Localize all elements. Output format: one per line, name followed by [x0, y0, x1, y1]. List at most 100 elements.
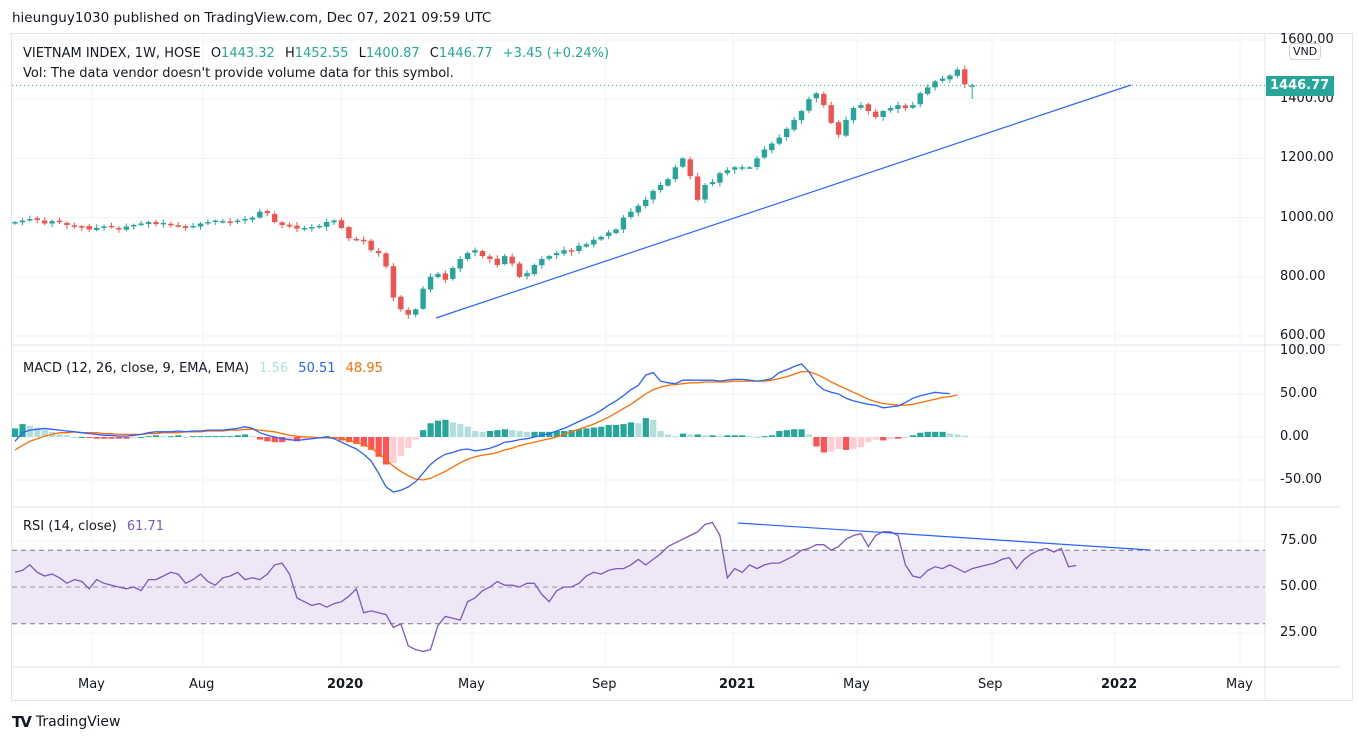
macd-histogram-bar: [71, 437, 78, 438]
candle-up: [234, 220, 241, 223]
time-tick-label: Aug: [189, 677, 215, 692]
candle-down: [962, 69, 968, 85]
macd-label: MACD (12, 26, close, 9, EMA, EMA): [23, 361, 250, 376]
macd-histogram-bar: [442, 419, 449, 437]
macd-histogram-bar: [360, 437, 367, 447]
macd-histogram-bar: [308, 437, 315, 439]
macd-histogram-bar: [93, 437, 100, 439]
candle-down: [687, 159, 693, 177]
candle-down: [346, 227, 352, 239]
macd-histogram-bar: [383, 437, 390, 465]
candle-up: [145, 222, 152, 225]
macd-histogram-bar: [405, 437, 412, 449]
macd-histogram-bar: [457, 424, 464, 437]
price-tick-label: 1200.00: [1280, 150, 1334, 166]
volume-note: Vol: The data vendor doesn't provide vol…: [23, 66, 454, 81]
candle-down: [116, 227, 122, 230]
candle-down: [405, 309, 411, 315]
macd-line-value: 50.51: [298, 361, 336, 376]
candle-up: [205, 222, 211, 224]
currency-badge[interactable]: VND: [1289, 43, 1322, 60]
macd-histogram-bar: [26, 425, 34, 437]
macd-histogram-bar: [716, 436, 724, 438]
last-price-tag: 1446.77: [1266, 76, 1334, 96]
macd-histogram-bar: [946, 433, 954, 437]
macd-histogram-bar: [820, 437, 827, 453]
macd-histogram-bar: [368, 437, 375, 450]
macd-histogram-bar: [590, 427, 597, 437]
macd-histogram-bar: [672, 436, 679, 438]
macd-histogram-bar: [887, 437, 894, 439]
candle-down: [479, 251, 486, 257]
candle-up: [316, 225, 322, 228]
macd-histogram-bar: [271, 437, 278, 443]
candle-up: [435, 273, 441, 278]
candle-down: [294, 225, 300, 229]
candle-up: [212, 220, 219, 223]
candle-up: [709, 182, 716, 185]
candle-down: [828, 105, 834, 123]
candle-up: [917, 93, 923, 105]
change-value: +3.45 (+0.24%): [502, 46, 610, 61]
candle-up: [301, 227, 308, 230]
time-tick-label: Sep: [978, 677, 1003, 692]
candle-up: [531, 264, 538, 275]
rsi-tick-label: 50.00: [1280, 579, 1318, 594]
macd-histogram-bar: [212, 436, 219, 438]
macd-histogram-bar: [78, 437, 85, 438]
macd-histogram-bar: [464, 426, 471, 437]
time-tick-label: 2022: [1101, 677, 1138, 692]
candle-up: [123, 226, 129, 230]
macd-legend: MACD (12, 26, close, 9, EMA, EMA) 1.56 5…: [23, 361, 389, 376]
macd-histogram-bar: [857, 437, 865, 448]
macd-tick-label: 0.00: [1280, 429, 1309, 444]
candle-up: [754, 158, 760, 167]
candle-up: [620, 217, 627, 230]
macd-histogram-bar: [345, 437, 353, 443]
candle-up: [323, 222, 330, 227]
time-tick-label: 2021: [719, 677, 756, 692]
macd-histogram-bar: [813, 437, 820, 447]
macd-histogram-bar: [746, 436, 753, 438]
macd-histogram-bar: [932, 431, 939, 437]
candle-up: [138, 223, 144, 226]
candle-down: [175, 225, 181, 227]
candle-down: [168, 223, 174, 226]
price-tick-label: 800.00: [1280, 268, 1326, 284]
macd-histogram-bar: [34, 427, 41, 437]
rsi-value: 61.71: [126, 519, 165, 534]
macd-histogram-bar: [575, 429, 583, 437]
candle-up: [546, 256, 552, 259]
candle-up: [628, 211, 634, 218]
candle-up: [672, 167, 679, 180]
candle-up: [27, 219, 33, 221]
candle-up: [806, 99, 812, 111]
macd-histogram-bar: [353, 437, 360, 444]
macd-histogram-bar: [434, 420, 442, 437]
macd-histogram-bar: [494, 430, 501, 437]
candle-up: [724, 170, 731, 174]
rsi-tick-label: 25.00: [1280, 625, 1318, 640]
time-tick-label: May: [843, 677, 870, 692]
candle-down: [64, 222, 70, 225]
macd-histogram-bar: [152, 435, 160, 437]
candle-up: [717, 173, 723, 183]
candle-up: [605, 232, 612, 236]
rsi-line: [14, 521, 1077, 653]
ohlc-close: C1446.77: [430, 46, 493, 61]
macd-tick-label: 100.00: [1280, 343, 1326, 358]
macd-histogram-bar: [835, 437, 842, 450]
tradingview-logo-icon: TV: [12, 713, 32, 731]
candle-up: [49, 221, 55, 224]
macd-histogram-bar: [724, 435, 731, 437]
macd-histogram-bar: [242, 434, 249, 437]
price-tick-label: 1000.00: [1280, 209, 1334, 225]
candle-up: [553, 253, 560, 256]
candle-up: [242, 219, 248, 221]
low-label: L: [358, 46, 366, 61]
candle-down: [873, 111, 879, 117]
macd-histogram-bar: [12, 428, 19, 437]
macd-histogram-bar: [41, 429, 48, 437]
support-trendline: [435, 84, 1132, 319]
